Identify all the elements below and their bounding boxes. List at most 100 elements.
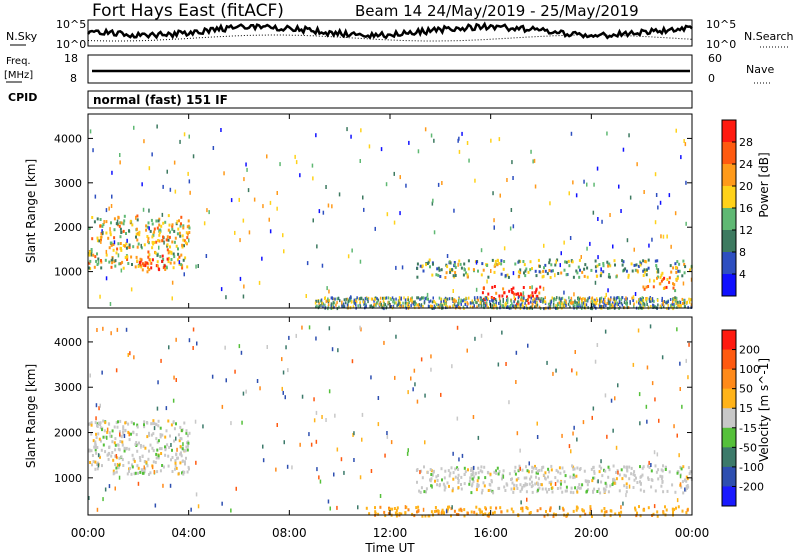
velocity-cell [471,472,474,476]
power-cell [487,297,489,301]
velocity-cell [90,432,93,436]
velocity-cell [531,470,533,474]
x-tick-label: 08:00 [272,526,307,540]
velocity-cell [424,514,427,518]
power-cell [521,298,523,302]
power-cell [419,297,421,301]
power-cell [109,231,112,235]
velocity-cell [221,404,224,409]
velocity-cell [88,496,90,500]
velocity-cell [685,358,687,363]
velocity-cell [425,487,428,491]
velocity-cell [538,469,541,472]
velocity-cell [550,464,553,468]
velocity-cell [285,345,287,350]
power-cell [173,261,176,265]
power-cell [383,302,385,306]
power-cell [245,162,247,167]
velocity-cell [677,505,680,509]
velocity-cell [111,451,114,454]
velocity-cell [576,490,579,494]
velocity-cell [241,420,243,425]
power-cell [131,263,133,266]
power-cell [592,210,595,215]
velocity-cell [444,469,447,473]
velocity-cell [476,479,479,483]
power-cell [535,274,538,278]
velocity-cell [593,476,596,480]
power-cell [354,299,357,303]
velocity-cell [153,470,156,474]
power-cell [162,235,164,239]
velocity-cell [184,462,186,466]
power-cell [609,298,612,302]
velocity-cell [186,441,188,445]
power-cell [669,264,672,268]
power-cell [645,299,648,303]
velocity-cell [187,441,190,445]
velocity-cell [681,480,684,484]
power-cell [502,300,504,304]
velocity-cell [426,471,429,474]
velocity-colorbar-label: Velocity [m s^-1] [757,358,771,462]
power-cell [401,265,404,270]
power-cell [626,299,628,303]
power-cell [186,265,189,269]
velocity-cell [650,469,653,473]
power-cell [507,275,510,279]
power-cell [573,292,575,297]
power-cell [406,302,408,306]
power-cell [154,251,157,255]
velocity-cell [526,483,528,487]
power-cell [480,304,483,308]
power-cell [532,298,534,302]
velocity-cell [136,423,139,427]
velocity-cell [165,429,168,433]
velocity-cell [122,464,125,467]
velocity-cell [281,386,283,391]
velocity-cell [174,464,177,468]
power-cell [543,307,545,311]
power-cell [636,162,638,167]
velocity-cell [221,501,223,506]
power-cell [602,264,605,268]
velocity-cell [536,421,538,426]
velocity-cell [448,505,451,509]
power-cell [166,235,169,239]
power-cell [581,297,583,301]
power-cell [675,266,677,269]
velocity-cell [537,477,540,481]
power-cell [584,263,587,267]
power-cell [114,259,117,263]
velocity-cell [188,338,191,343]
velocity-cell [433,510,436,513]
velocity-cell [646,419,648,424]
power-cell [640,302,642,306]
velocity-cell [668,470,671,474]
power-cell [530,305,532,309]
velocity-cell [552,514,555,518]
power-cell [164,220,167,224]
power-cell [414,300,416,304]
power-cell [501,294,504,298]
power-cell [432,296,434,300]
velocity-cell [614,512,617,516]
cpid-label: CPID [8,91,37,104]
power-cell [458,297,460,301]
power-cell [590,268,593,272]
power-cell [421,296,423,300]
velocity-cell [686,486,688,490]
velocity-cell [129,351,131,356]
velocity-cell [525,465,527,469]
y-tick-label: 2000 [54,221,82,234]
velocity-cell [484,476,487,480]
velocity-cell [664,505,666,509]
velocity-cell [106,453,109,457]
power-cell [613,259,616,263]
velocity-cell [114,463,117,467]
power-cell [124,244,126,248]
velocity-cell [531,480,533,484]
velocity-cell [134,442,137,446]
power-cell [170,258,173,261]
velocity-cell [132,431,135,435]
